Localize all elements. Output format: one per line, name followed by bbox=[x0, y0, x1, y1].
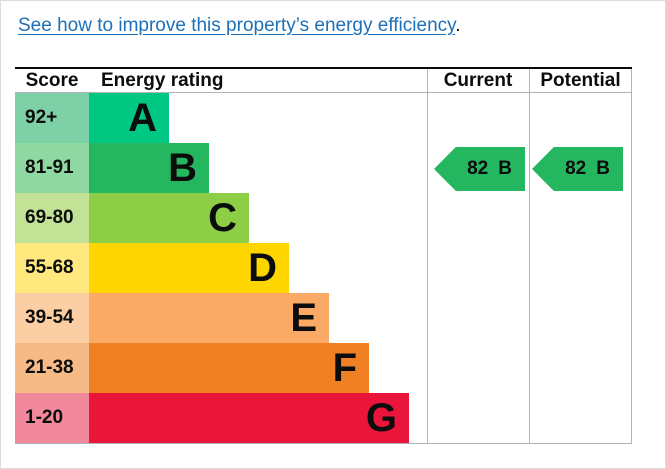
link-suffix-period: . bbox=[455, 15, 461, 36]
band-bar-a: A bbox=[89, 93, 169, 143]
band-bar-f: F bbox=[89, 343, 369, 393]
band-row-a: 92+ A bbox=[15, 93, 427, 143]
current-rating-score: 82 bbox=[467, 158, 489, 179]
band-bar-e: E bbox=[89, 293, 329, 343]
potential-column-header: Potential bbox=[540, 70, 621, 91]
band-row-g: 1-20 G bbox=[15, 393, 427, 443]
score-range-e: 39-54 bbox=[15, 293, 89, 343]
band-row-d: 55-68 D bbox=[15, 243, 427, 293]
current-column-header: Current bbox=[443, 70, 513, 91]
score-range-d: 55-68 bbox=[15, 243, 89, 293]
band-row-e: 39-54 E bbox=[15, 293, 427, 343]
column-divider bbox=[529, 69, 530, 443]
energy-rating-table: Score Energy rating Current Potential 92… bbox=[15, 67, 632, 444]
score-range-f: 21-38 bbox=[15, 343, 89, 393]
score-range-a: 92+ bbox=[15, 93, 89, 143]
potential-rating-arrow: 82 B bbox=[532, 147, 623, 191]
rating-column-header: Energy rating bbox=[101, 70, 224, 91]
band-row-c: 69-80 C bbox=[15, 193, 427, 243]
improve-efficiency-link[interactable]: See how to improve this property’s energ… bbox=[18, 15, 456, 36]
band-bar-c: C bbox=[89, 193, 249, 243]
band-bar-g: G bbox=[89, 393, 409, 443]
band-bar-b: B bbox=[89, 143, 209, 193]
band-bar-d: D bbox=[89, 243, 289, 293]
band-row-b: 81-91 B bbox=[15, 143, 427, 193]
potential-rating-score: 82 bbox=[565, 158, 587, 179]
current-rating-arrow: 82 B bbox=[434, 147, 525, 191]
column-divider bbox=[631, 69, 632, 443]
table-header-row: Score Energy rating Current Potential bbox=[15, 69, 632, 93]
band-row-f: 21-38 F bbox=[15, 343, 427, 393]
score-range-b: 81-91 bbox=[15, 143, 89, 193]
score-range-c: 69-80 bbox=[15, 193, 89, 243]
score-range-g: 1-20 bbox=[15, 393, 89, 443]
column-divider bbox=[427, 69, 428, 443]
score-column-header: Score bbox=[25, 70, 79, 91]
improve-link-wrap: See how to improve this property’s energ… bbox=[18, 13, 461, 38]
potential-rating-letter: B bbox=[596, 158, 610, 179]
current-rating-letter: B bbox=[498, 158, 512, 179]
